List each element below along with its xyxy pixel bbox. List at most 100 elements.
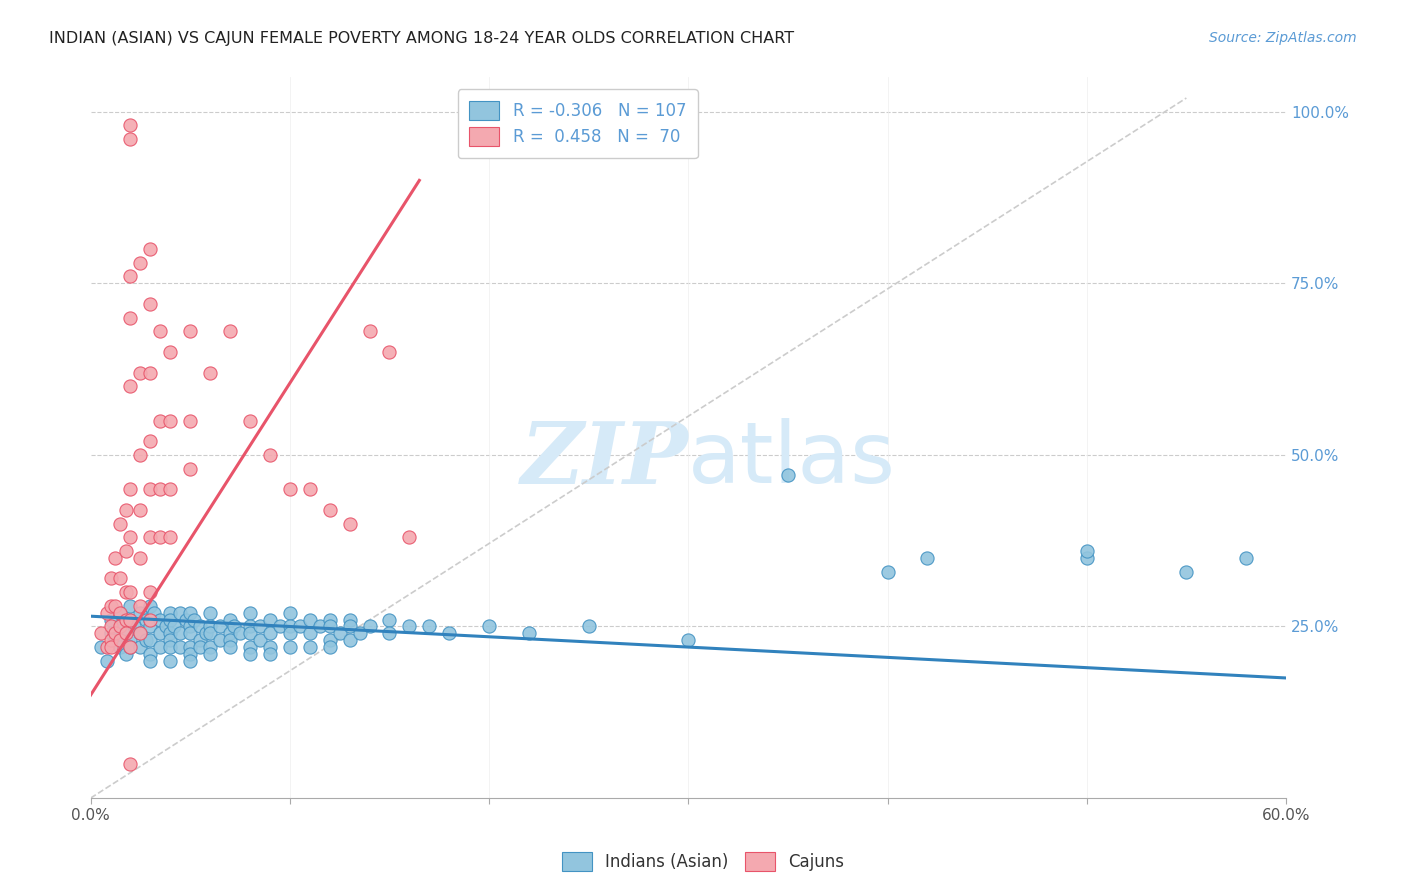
Point	[120, 613, 142, 627]
Point	[298, 626, 321, 640]
Point	[120, 530, 142, 544]
Point	[139, 297, 162, 311]
Point	[318, 633, 340, 648]
Point	[135, 613, 157, 627]
Point	[359, 619, 381, 633]
Point	[139, 530, 162, 544]
Point	[120, 633, 142, 648]
Point	[163, 619, 186, 633]
Point	[198, 366, 221, 380]
Point	[776, 468, 799, 483]
Point	[1076, 544, 1098, 558]
Point	[159, 414, 181, 428]
Point	[149, 530, 172, 544]
Point	[149, 324, 172, 338]
Point	[115, 626, 138, 640]
Point	[149, 640, 172, 654]
Point	[339, 633, 361, 648]
Point	[876, 565, 898, 579]
Point	[120, 269, 142, 284]
Point	[129, 599, 152, 613]
Point	[96, 606, 118, 620]
Point	[209, 619, 232, 633]
Point	[219, 324, 242, 338]
Point	[110, 640, 132, 654]
Point	[298, 482, 321, 496]
Point	[179, 414, 201, 428]
Point	[179, 626, 201, 640]
Point	[115, 585, 138, 599]
Point	[120, 482, 142, 496]
Point	[120, 132, 142, 146]
Point	[239, 626, 262, 640]
Point	[96, 654, 118, 668]
Point	[100, 626, 122, 640]
Point	[578, 619, 600, 633]
Text: atlas: atlas	[689, 417, 896, 501]
Point	[124, 619, 146, 633]
Point	[179, 640, 201, 654]
Point	[339, 516, 361, 531]
Point	[188, 619, 211, 633]
Point	[129, 626, 152, 640]
Point	[135, 633, 157, 648]
Point	[222, 619, 245, 633]
Point	[198, 619, 221, 633]
Point	[398, 619, 420, 633]
Point	[318, 503, 340, 517]
Point	[398, 530, 420, 544]
Point	[120, 613, 142, 627]
Point	[159, 633, 181, 648]
Point	[129, 550, 152, 565]
Point	[329, 626, 352, 640]
Point	[278, 482, 301, 496]
Point	[110, 619, 132, 633]
Point	[103, 626, 125, 640]
Point	[103, 550, 125, 565]
Point	[120, 599, 142, 613]
Point	[179, 461, 201, 475]
Point	[439, 626, 461, 640]
Point	[139, 654, 162, 668]
Point	[259, 613, 281, 627]
Point	[159, 482, 181, 496]
Point	[96, 640, 118, 654]
Point	[149, 626, 172, 640]
Point	[219, 613, 242, 627]
Point	[139, 633, 162, 648]
Point	[174, 613, 197, 627]
Point	[110, 619, 132, 633]
Point	[209, 633, 232, 648]
Point	[1175, 565, 1198, 579]
Point	[318, 613, 340, 627]
Point	[143, 606, 166, 620]
Point	[100, 633, 122, 648]
Point	[100, 613, 122, 627]
Point	[179, 606, 201, 620]
Point	[188, 633, 211, 648]
Point	[90, 640, 112, 654]
Point	[115, 544, 138, 558]
Point	[219, 633, 242, 648]
Point	[378, 345, 401, 359]
Point	[239, 606, 262, 620]
Point	[259, 647, 281, 661]
Point	[259, 640, 281, 654]
Point	[159, 530, 181, 544]
Point	[110, 606, 132, 620]
Point	[169, 606, 191, 620]
Point	[139, 242, 162, 256]
Point	[239, 414, 262, 428]
Point	[239, 640, 262, 654]
Point	[120, 640, 142, 654]
Point	[378, 626, 401, 640]
Point	[239, 647, 262, 661]
Point	[278, 640, 301, 654]
Point	[349, 626, 371, 640]
Point	[110, 516, 132, 531]
Point	[308, 619, 330, 633]
Point	[318, 640, 340, 654]
Point	[229, 626, 252, 640]
Point	[278, 619, 301, 633]
Point	[139, 613, 162, 627]
